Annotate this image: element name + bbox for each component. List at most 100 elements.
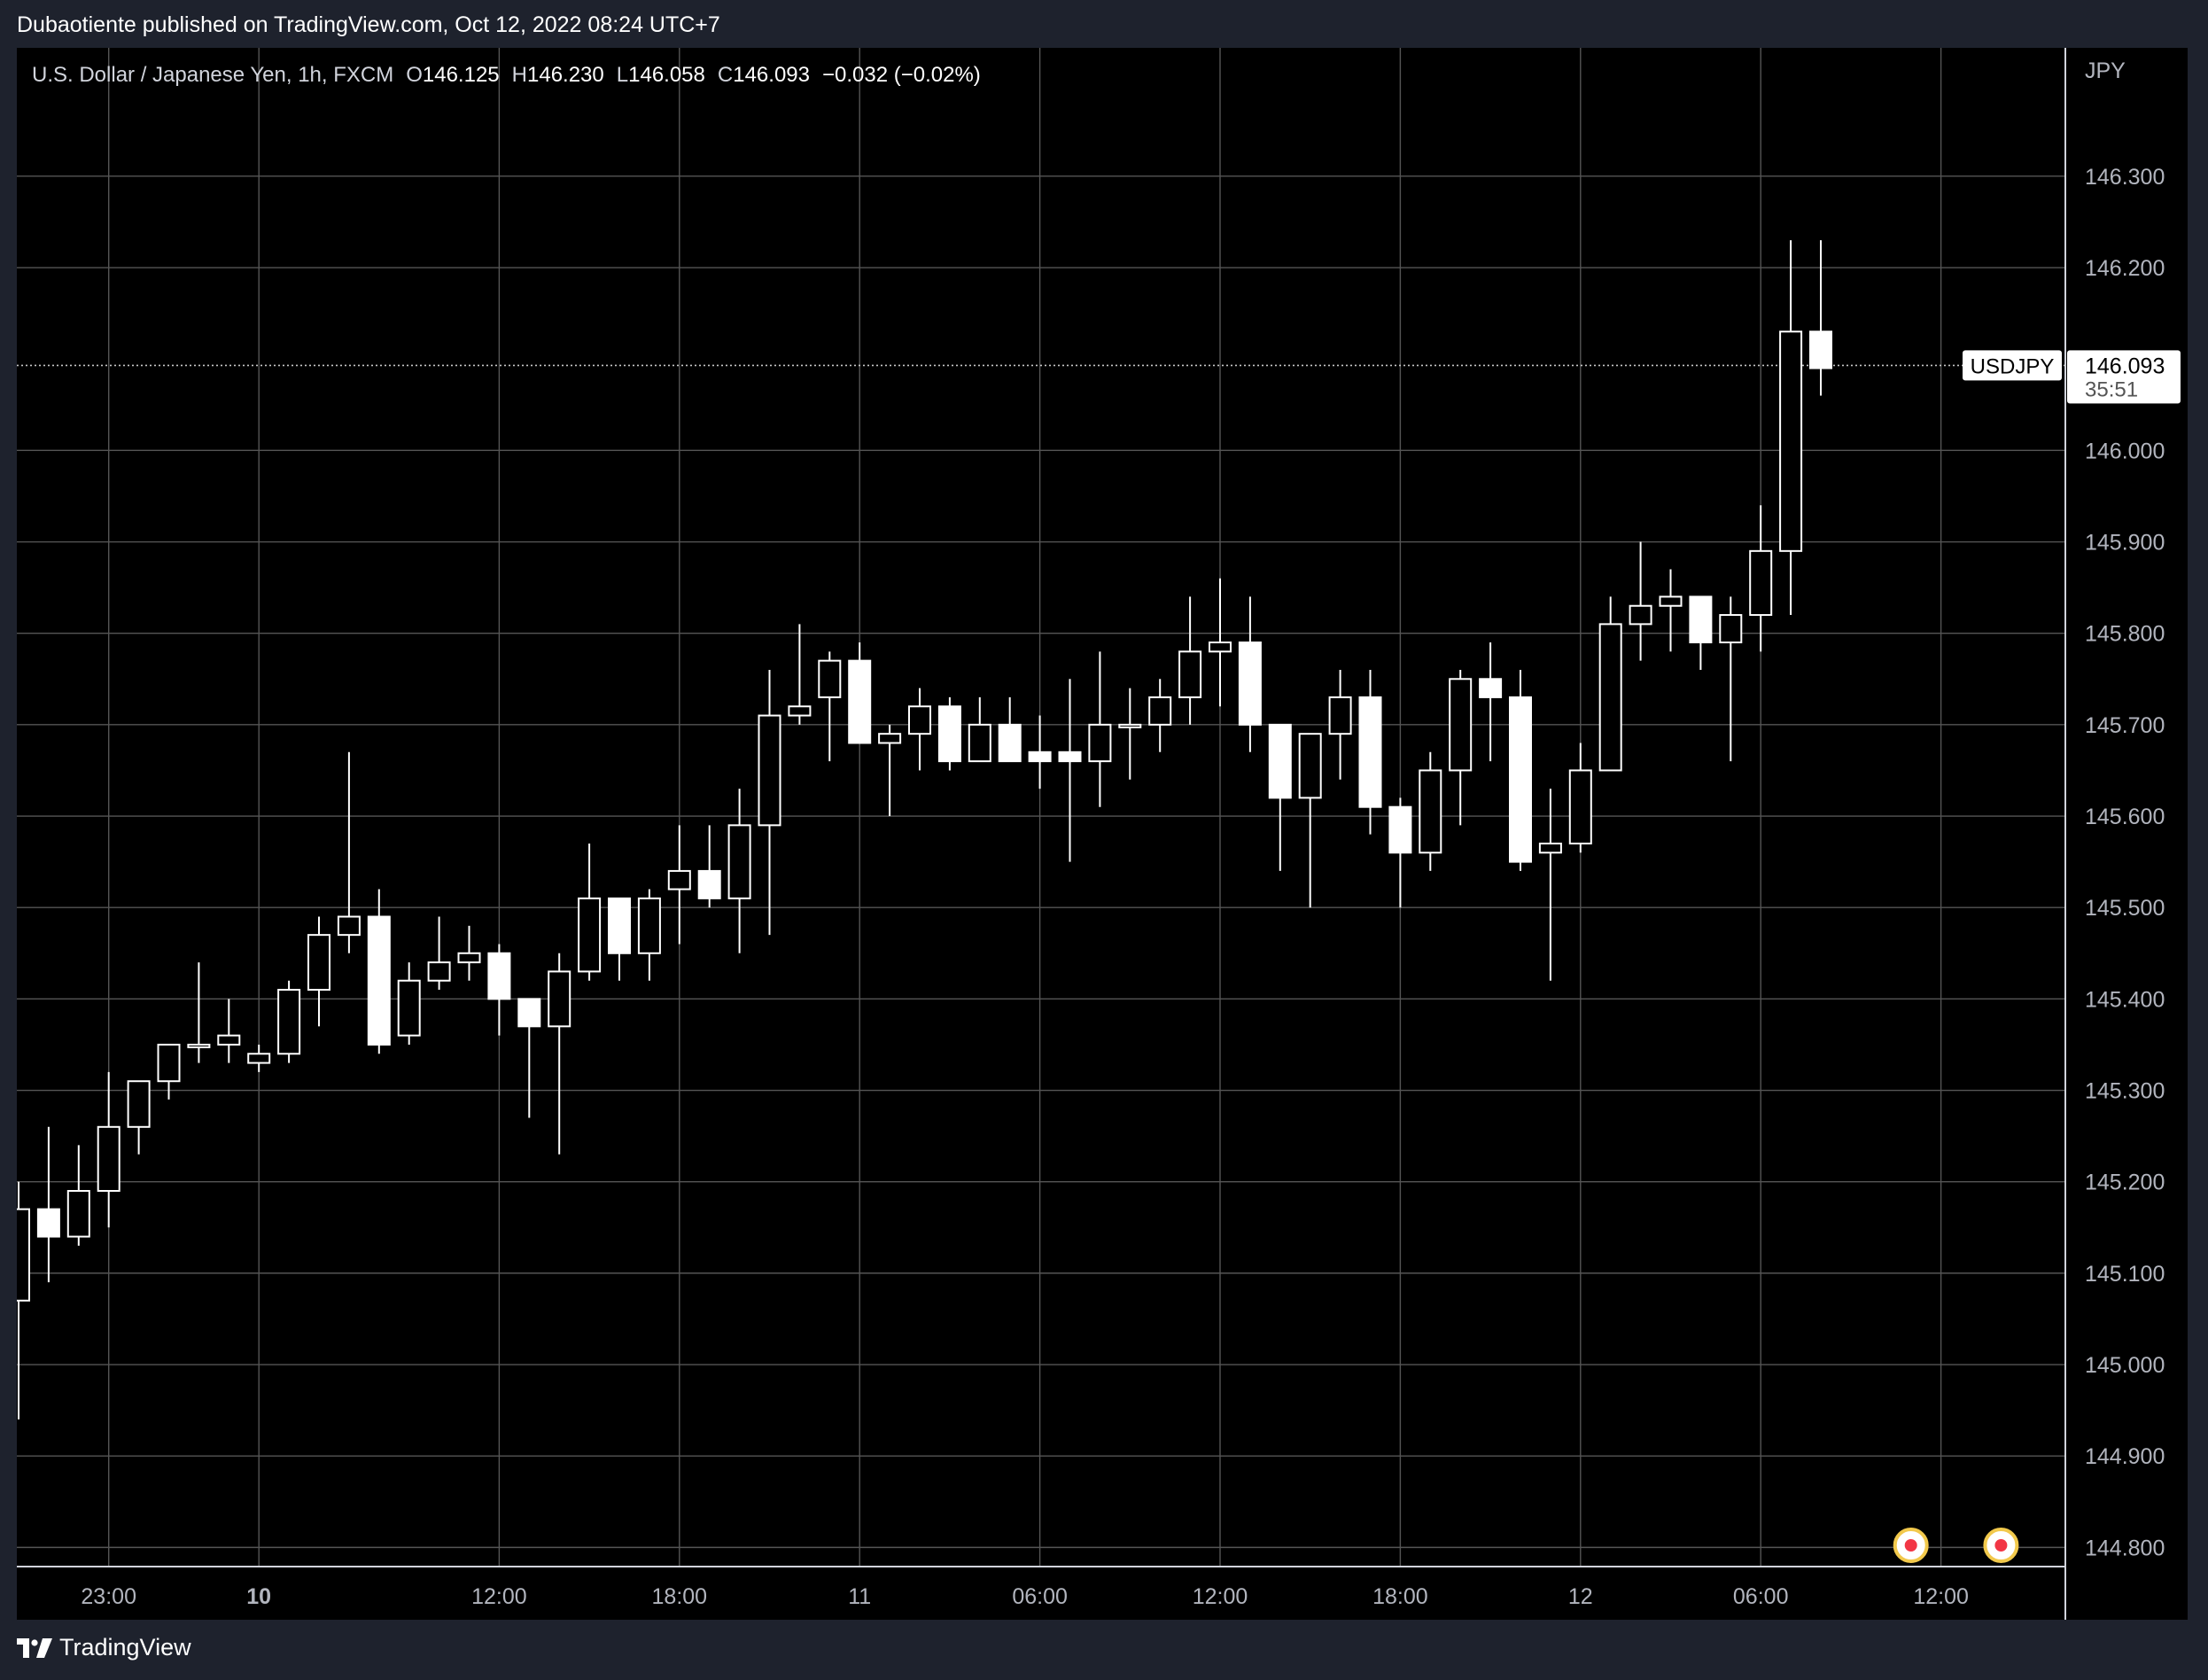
- publish-header: Dubaotiente published on TradingView.com…: [17, 12, 720, 37]
- candle-body-down[interactable]: [998, 723, 1022, 763]
- ohlc-legend: U.S. Dollar / Japanese Yen, 1h, FXCM O146…: [32, 63, 981, 88]
- candle-body-down[interactable]: [1028, 751, 1052, 763]
- candle-body-down[interactable]: [608, 897, 631, 954]
- candle-body-up[interactable]: [727, 824, 751, 899]
- candle-body-up[interactable]: [1598, 623, 1622, 772]
- price-tick-label: 146.300: [2085, 165, 2165, 190]
- candle-body-down[interactable]: [1479, 678, 1503, 698]
- candle-body-up[interactable]: [17, 1208, 30, 1302]
- candle-body-up[interactable]: [337, 915, 361, 937]
- candle-body-up[interactable]: [1449, 678, 1473, 772]
- time-tick-label: 12:00: [471, 1584, 527, 1609]
- candle-body-down[interactable]: [367, 915, 391, 1046]
- candle-body-up[interactable]: [1659, 595, 1683, 607]
- candle-body-up[interactable]: [1148, 696, 1172, 726]
- candle-body-up[interactable]: [1209, 642, 1232, 653]
- footer-brand[interactable]: TradingView: [17, 1634, 191, 1661]
- candle-body-up[interactable]: [1568, 769, 1592, 844]
- price-tick-label: 145.600: [2085, 805, 2165, 829]
- candle-body-down[interactable]: [1809, 331, 1832, 369]
- candle-body-up[interactable]: [758, 714, 781, 827]
- candle-body-down[interactable]: [697, 869, 721, 899]
- candle-body-down[interactable]: [36, 1208, 60, 1238]
- price-tick-label: 146.000: [2085, 439, 2165, 463]
- candle-body-up[interactable]: [667, 869, 691, 891]
- candle-body-up[interactable]: [788, 705, 812, 717]
- candle-body-up[interactable]: [1419, 769, 1442, 854]
- price-tick-label: 145.900: [2085, 531, 2165, 556]
- close-value: 146.093: [733, 63, 810, 87]
- price-tick-label: 145.800: [2085, 622, 2165, 647]
- high-value: 146.230: [527, 63, 604, 87]
- candle-body-up[interactable]: [457, 952, 481, 964]
- candle-body-up[interactable]: [277, 989, 301, 1055]
- candle-body-up[interactable]: [247, 1053, 271, 1064]
- candle-body-up[interactable]: [1178, 650, 1202, 698]
- time-tick-label: 06:00: [1012, 1584, 1068, 1609]
- time-tick-label: 12:00: [1193, 1584, 1248, 1609]
- candle-body-up[interactable]: [187, 1043, 211, 1048]
- candle-body-up[interactable]: [1298, 733, 1322, 799]
- candle-body-up[interactable]: [427, 961, 451, 982]
- candle-body-down[interactable]: [1358, 696, 1382, 808]
- candle-body-up[interactable]: [548, 970, 571, 1028]
- candle-body-up[interactable]: [908, 705, 931, 735]
- candle-body-up[interactable]: [637, 897, 661, 954]
- candle-body-up[interactable]: [127, 1080, 151, 1128]
- candle-body-up[interactable]: [818, 659, 842, 698]
- candle-body-up[interactable]: [307, 934, 330, 992]
- low-label: L: [616, 63, 629, 87]
- high-label: H: [511, 63, 527, 87]
- time-tick-label: 18:00: [1372, 1584, 1428, 1609]
- price-tick-label: 144.800: [2085, 1536, 2165, 1560]
- candle-body-down[interactable]: [1388, 805, 1412, 854]
- currency-label: JPY: [2085, 58, 2126, 83]
- symbol-tag: [1963, 350, 2062, 381]
- symbol-tag-label: USDJPY: [1971, 354, 2055, 378]
- tradingview-logo-icon: [17, 1637, 52, 1658]
- candle-body-up[interactable]: [157, 1043, 181, 1083]
- candle-body-up[interactable]: [1719, 614, 1743, 644]
- candle-body-down[interactable]: [1238, 642, 1262, 726]
- price-tick-label: 144.900: [2085, 1444, 2165, 1469]
- candle-body-up[interactable]: [66, 1190, 90, 1238]
- close-label: C: [717, 63, 734, 87]
- time-tick-label: 12: [1568, 1584, 1593, 1609]
- candle-body-up[interactable]: [578, 897, 602, 973]
- candle-body-down[interactable]: [517, 998, 541, 1028]
- open-value: 146.125: [422, 63, 500, 87]
- candle-body-up[interactable]: [1538, 842, 1562, 854]
- candle-body-up[interactable]: [217, 1034, 241, 1046]
- bar-countdown: 35:51: [2085, 377, 2138, 401]
- candle-body-up[interactable]: [1749, 549, 1773, 617]
- symbol-description: U.S. Dollar / Japanese Yen, 1h, FXCM: [32, 63, 394, 87]
- price-tick-label: 145.300: [2085, 1079, 2165, 1104]
- time-tick-label: 18:00: [652, 1584, 708, 1609]
- chart-panel[interactable]: 146.300 146.200 146.000 145.900 145.800 145.7…: [17, 48, 2188, 1620]
- candle-body-up[interactable]: [878, 733, 902, 744]
- candle-body-up[interactable]: [1779, 331, 1803, 552]
- price-tick-label: 145.400: [2085, 987, 2165, 1012]
- candle-body-up[interactable]: [1088, 723, 1112, 763]
- candle-body-down[interactable]: [937, 705, 961, 763]
- candle-body-up[interactable]: [1328, 696, 1352, 735]
- candle-body-down[interactable]: [487, 952, 511, 1000]
- candle-body-down[interactable]: [1268, 723, 1292, 799]
- candle-body-up[interactable]: [1118, 723, 1142, 728]
- candle-body-up[interactable]: [97, 1125, 121, 1193]
- price-tick-label: 145.100: [2085, 1262, 2165, 1287]
- candle-body-up[interactable]: [1629, 604, 1652, 626]
- candle-body-up[interactable]: [968, 723, 991, 763]
- last-price-value: 146.093: [2085, 354, 2165, 378]
- candlestick-chart[interactable]: 146.300 146.200 146.000 145.900 145.800 145.7…: [17, 48, 2188, 1620]
- candle-body-down[interactable]: [1058, 751, 1082, 763]
- price-tick-label: 145.700: [2085, 713, 2165, 738]
- price-tick-label: 145.200: [2085, 1171, 2165, 1195]
- candle-body-down[interactable]: [848, 659, 872, 744]
- candle-body-down[interactable]: [1509, 696, 1532, 863]
- time-tick-label: 12:00: [1913, 1584, 1969, 1609]
- price-tick-label: 145.500: [2085, 896, 2165, 921]
- time-tick-label: 23:00: [81, 1584, 136, 1609]
- candle-body-up[interactable]: [397, 979, 421, 1037]
- candle-body-down[interactable]: [1689, 595, 1713, 644]
